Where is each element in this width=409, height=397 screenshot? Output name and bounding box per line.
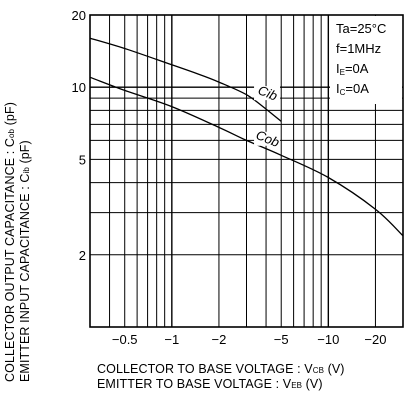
plot-frame [89, 14, 404, 328]
x-tick-label: −2 [212, 332, 227, 347]
x-tick-label: −1 [164, 332, 179, 347]
series-label-background [254, 86, 281, 101]
series-label-cob: Cob [254, 127, 282, 150]
conditions-box: Ta=25°C f=1MHz IE=0A IC=0A [330, 16, 402, 104]
series-label-background [254, 131, 281, 146]
condition-text: f=1MHz [336, 41, 381, 56]
condition-text: IE=0A [336, 61, 369, 77]
condition-text: IC=0A [336, 81, 369, 97]
x-axis-label-line2: EMITTER TO BASE VOLTAGE : VEB (V) [97, 377, 323, 391]
x-tick-label: −10 [317, 332, 339, 347]
y-tick-label: 2 [79, 248, 86, 263]
series-line-cib [89, 37, 282, 122]
y-axis-label-line2: EMITTER INPUT CAPACITANCE : Cib (pF) [18, 140, 32, 382]
grid [90, 15, 403, 327]
series-label-cib: Cib [256, 82, 280, 103]
y-tick-label: 10 [72, 80, 86, 95]
series-group: Cib Cob Ta=25°C f=1MHz IE=0A IC=0A [89, 16, 404, 237]
y-axis-label-line1: COLLECTOR OUTPUT CAPACITANCE : Cob (pF) [3, 102, 17, 382]
x-tick-label: −0.5 [112, 332, 138, 347]
conditions-background [330, 16, 402, 104]
x-axis-label-line1: COLLECTOR TO BASE VOLTAGE : VCB (V) [97, 362, 345, 376]
y-tick-label: 5 [79, 152, 86, 167]
condition-text: Ta=25°C [336, 21, 386, 36]
y-tick-label: 20 [72, 8, 86, 23]
x-tick-label: −5 [274, 332, 289, 347]
x-tick-label: −20 [364, 332, 386, 347]
tick-labels: −0.5 −1 −2 −5 −10 −20 2 5 10 20 [72, 8, 387, 347]
series-line-cob [89, 76, 404, 237]
